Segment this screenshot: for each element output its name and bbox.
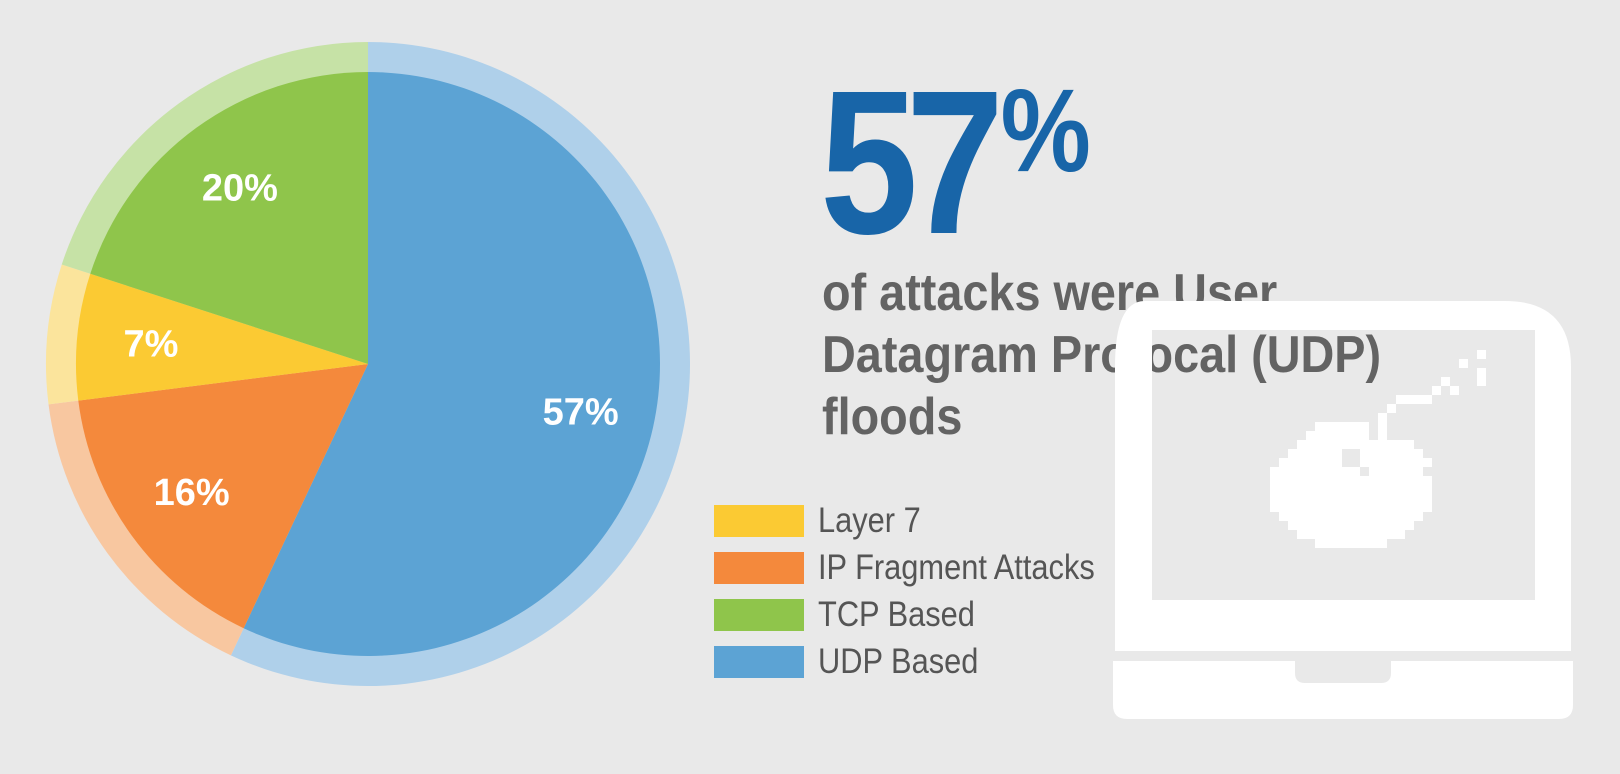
chart-legend: Layer 7 IP Fragment Attacks TCP Based UDP B…: [714, 497, 1133, 685]
pie-label-layer-7: 7%: [124, 324, 179, 366]
pie-slices: [75, 72, 660, 656]
laptop-bomb-icon: [1113, 301, 1573, 719]
legend-label: UDP Based: [818, 641, 979, 681]
legend-label: Layer 7: [818, 500, 921, 540]
legend-item-tcp-based: TCP Based: [714, 591, 1133, 638]
legend-swatch: [714, 504, 804, 537]
bomb-icon: [1270, 350, 1486, 548]
pie-chart: 57% 16% 7% 20%: [46, 42, 691, 686]
pie-slice-udp-based: [243, 72, 660, 656]
pie-slice-ip-fragment-attacks: [78, 364, 369, 629]
headline-stat: 57%: [820, 60, 1091, 265]
pie-label-udp-based: 57%: [543, 392, 619, 434]
legend-swatch: [714, 645, 804, 678]
pie-label-ip-fragment-attacks: 16%: [154, 472, 230, 514]
laptop-base-icon: [1113, 661, 1573, 719]
legend-label: TCP Based: [818, 594, 975, 634]
pie-label-tcp-based: 20%: [202, 168, 278, 210]
headline-unit: %: [1000, 65, 1091, 197]
legend-label: IP Fragment Attacks: [818, 547, 1095, 587]
pie-slice-tcp-based: [90, 72, 368, 364]
legend-item-layer-7: Layer 7: [714, 497, 1133, 544]
headline-value: 57: [820, 48, 1004, 277]
pie-slice-layer-7: [75, 273, 369, 401]
laptop-screen-icon: [1115, 301, 1571, 651]
legend-item-udp-based: UDP Based: [714, 638, 1133, 685]
legend-swatch: [714, 598, 804, 631]
legend-item-ip-fragment-attacks: IP Fragment Attacks: [714, 544, 1133, 591]
pie-data-labels: 57% 16% 7% 20%: [124, 168, 619, 514]
legend-swatch: [714, 551, 804, 584]
